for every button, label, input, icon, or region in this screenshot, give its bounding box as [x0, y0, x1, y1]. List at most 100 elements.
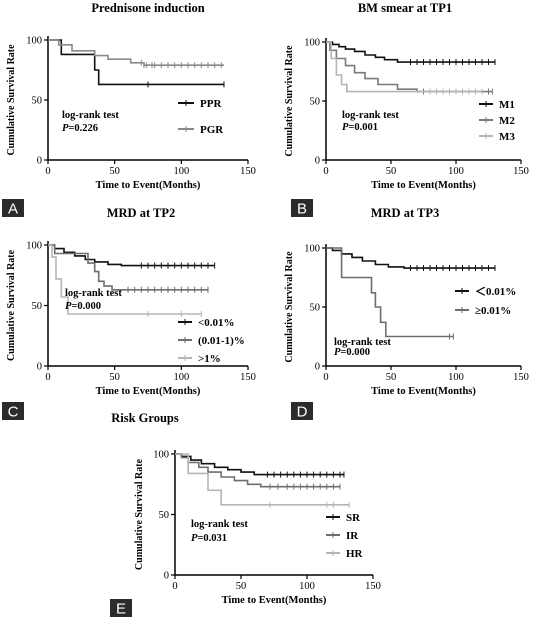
x-tick-label: 100: [448, 372, 464, 383]
p-value: P=0.226: [62, 123, 98, 134]
y-tick-label: 100: [26, 36, 42, 47]
y-tick-label: 100: [304, 38, 320, 49]
p-value: P=0.031: [191, 533, 227, 544]
y-tick-label: 100: [153, 450, 169, 461]
panel-tag-box: [2, 199, 24, 217]
test-label: log-rank test: [334, 337, 391, 348]
y-tick-label: 50: [32, 96, 43, 107]
legend-label: >1%: [198, 353, 221, 365]
y-axis-label: Cumulative Survival Rate: [6, 249, 17, 361]
panel-tag-letter: D: [297, 404, 308, 421]
legend-label: IR: [346, 530, 359, 542]
y-tick-label: 0: [37, 362, 42, 373]
y-axis-label: Cumulative Survival Rate: [134, 458, 145, 570]
p-symbol: P: [62, 123, 69, 134]
x-tick-label: 50: [109, 372, 120, 383]
legend-label: (0.01-1)%: [198, 335, 245, 347]
p-value: P=0.000: [65, 301, 101, 312]
panel-tag-box: [291, 402, 313, 420]
x-tick-label: 50: [386, 166, 397, 177]
legend-label: M3: [499, 131, 515, 143]
x-tick-label: 150: [513, 166, 529, 177]
x-tick-label: 50: [386, 372, 397, 383]
p-number: =0.000: [340, 347, 370, 358]
x-tick-label: 150: [365, 581, 381, 592]
panel-tag-letter: C: [8, 404, 19, 421]
panel-tag-letter: B: [297, 201, 307, 218]
x-axis-label: Time to Event(Months): [96, 180, 201, 191]
chart-title: Prednisone induction: [91, 1, 204, 15]
p-value: P=0.000: [334, 347, 370, 358]
test-label: log-rank test: [191, 519, 248, 530]
x-tick-label: 0: [45, 372, 50, 383]
y-axis-label: Cumulative Survival Rate: [6, 44, 17, 156]
legend-label: SR: [346, 512, 361, 524]
x-tick-label: 0: [172, 581, 177, 592]
panel-e: Risk Groups 0 50 100 150 0 50 100 Time to Event(…: [110, 411, 381, 618]
test-label: log-rank test: [62, 110, 119, 121]
panel-tag-box: [110, 599, 132, 617]
p-symbol: P: [65, 301, 72, 312]
panel-tag-box: [291, 199, 313, 217]
legend-label: PPR: [200, 98, 222, 110]
x-axis-label: Time to Event(Months): [222, 595, 327, 606]
y-tick-label: 0: [164, 571, 169, 582]
panel-tag-letter: A: [8, 201, 18, 218]
y-tick-label: 100: [304, 244, 320, 255]
p-value: P=0.001: [342, 122, 378, 133]
panel-a: Prednisone induction 0 50 100 150 0 50 100 Time …: [2, 1, 256, 218]
x-tick-label: 100: [299, 581, 315, 592]
series-line-1: [326, 247, 495, 269]
y-tick-label: 0: [315, 362, 320, 373]
chart-title: MRD at TP3: [371, 206, 440, 220]
x-tick-label: 100: [173, 372, 189, 383]
y-axis-label: Cumulative Survival Rate: [284, 45, 295, 157]
series-line-2: [326, 247, 454, 338]
panel-d: MRD at TP3 0 50 100 150 0 50 100 Time to Event(M…: [284, 206, 529, 421]
series-line-2: [326, 41, 493, 93]
panel-c: MRD at TP2 0 50 100 150 0 50 100 Time to Event(M…: [2, 206, 256, 421]
y-tick-label: 50: [310, 97, 321, 108]
panel-tag-letter: E: [116, 601, 126, 618]
x-tick-label: 100: [173, 166, 189, 177]
series-line-1: [48, 39, 224, 86]
chart-title: MRD at TP2: [107, 206, 176, 220]
legend-label: ≥0.01%: [475, 305, 511, 317]
x-tick-label: 0: [323, 372, 328, 383]
series-line-1: [48, 244, 215, 267]
p-number: =0.000: [71, 301, 101, 312]
y-tick-label: 50: [32, 301, 43, 312]
y-tick-label: 0: [315, 156, 320, 167]
panel-b: BM smear at TP1 0 50 100 150 0 50 100 Time to Ev…: [284, 1, 529, 218]
legend-label: HR: [346, 548, 364, 560]
series-line-1: [326, 41, 495, 63]
y-tick-label: 0: [37, 156, 42, 167]
legend-label: M1: [499, 99, 515, 111]
y-axis-label: Cumulative Survival Rate: [284, 251, 295, 363]
y-tick-label: 50: [310, 303, 321, 314]
legend-label: M2: [499, 115, 515, 127]
chart-title: BM smear at TP1: [358, 1, 452, 15]
p-symbol: P: [334, 347, 341, 358]
p-symbol: P: [342, 122, 349, 133]
y-tick-label: 50: [159, 510, 170, 521]
x-tick-label: 50: [236, 581, 247, 592]
x-tick-label: 50: [109, 166, 120, 177]
test-label: log-rank test: [342, 110, 399, 121]
chart-title: Risk Groups: [111, 411, 179, 425]
x-tick-label: 0: [323, 166, 328, 177]
x-tick-label: 150: [513, 372, 529, 383]
panel-tag-box: [2, 402, 24, 420]
series-line-1: [175, 453, 344, 476]
legend-label: PGR: [200, 124, 224, 136]
x-tick-label: 100: [448, 166, 464, 177]
x-tick-label: 150: [240, 372, 256, 383]
legend-label: ＜0.01%: [475, 286, 516, 298]
legend-label: <0.01%: [198, 317, 235, 329]
x-tick-label: 150: [240, 166, 256, 177]
series-line-2: [48, 244, 208, 291]
x-axis-label: Time to Event(Months): [96, 386, 201, 397]
x-axis-label: Time to Event(Months): [371, 386, 476, 397]
p-number: =0.031: [197, 533, 227, 544]
